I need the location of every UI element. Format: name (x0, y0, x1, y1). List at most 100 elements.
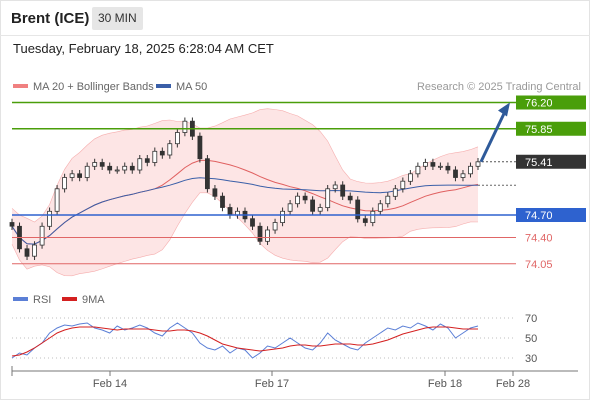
target-level-label: 75.85 (525, 124, 553, 136)
candle-up (152, 150, 158, 163)
forecast-arrow-shaft (479, 110, 507, 163)
candle-up (280, 210, 286, 224)
candle-down (310, 199, 316, 212)
rsi-tick-label: 30 (525, 353, 537, 365)
candle-up (39, 225, 45, 246)
ma20-legend-swatch (13, 84, 28, 88)
candle-up (47, 210, 52, 227)
forecast-arrow-head (498, 102, 510, 117)
candle-down (77, 173, 82, 178)
interval-selector[interactable]: 30 MIN (92, 7, 143, 30)
rsi-ma-legend-label: 9MA (82, 294, 105, 306)
candle-down (107, 165, 113, 171)
candle-up (332, 184, 338, 190)
candle-up (54, 188, 60, 212)
ma20-legend-label: MA 20 + Bollinger Bands (33, 81, 154, 93)
legend-rsi: RSI 9MA (13, 294, 105, 306)
target-level-box (516, 121, 586, 136)
instrument-title: Brent (ICE) (11, 10, 90, 27)
pivot-level-label: 74.70 (525, 210, 553, 222)
candle-down (445, 165, 451, 171)
candle-down (430, 162, 436, 167)
candle-up (475, 161, 481, 167)
time-tick-label: Feb 14 (93, 378, 127, 390)
time-tick-label: Feb 28 (496, 378, 530, 390)
price-plot: 76.20 75.85 75.41 74.70 74.40 74.05 (9, 95, 586, 277)
candle-up (422, 162, 428, 167)
candle-up (92, 162, 98, 167)
candle-up (317, 207, 323, 212)
candle-down (144, 158, 150, 163)
last-price-box (516, 154, 586, 169)
ma50-line (11, 177, 479, 245)
rsi-ma-legend-swatch (62, 297, 77, 301)
candle-up (392, 188, 398, 197)
candle-up (167, 143, 173, 156)
rsi-legend-label: RSI (33, 294, 51, 306)
rsi-tick-label: 70 (525, 313, 537, 325)
bollinger-lower (11, 192, 479, 277)
pivot-level-box (516, 208, 586, 222)
rsi-line (11, 322, 479, 359)
candle-down (340, 184, 346, 197)
candle-down (9, 222, 15, 227)
candle-down (453, 169, 458, 178)
last-price-label: 75.41 (525, 157, 553, 169)
candle-up (69, 173, 75, 178)
target-level-label: 76.20 (525, 98, 553, 110)
candle-up (287, 203, 293, 212)
candle-up (437, 165, 443, 168)
rsi-tick-label: 50 (525, 333, 537, 345)
candle-up (137, 158, 143, 171)
candle-up (400, 180, 406, 190)
candle-up (174, 132, 180, 145)
candle-up (415, 165, 421, 175)
timestamp: Tuesday, February 18, 2025 6:28:04 AM CE… (13, 41, 274, 56)
candle-down (362, 218, 368, 223)
candle-up (272, 222, 278, 231)
candle-up (62, 177, 67, 190)
candle-down (159, 150, 165, 156)
time-tick-label: Feb 17 (255, 378, 289, 390)
chart-header: Brent (ICE) 30 MIN (0, 0, 590, 36)
target-level-box (516, 95, 586, 110)
candle-up (295, 195, 301, 205)
candle-down (347, 195, 353, 201)
candle-down (197, 135, 203, 160)
legend-main: MA 20 + Bollinger Bands MA 50 Research ©… (13, 81, 581, 93)
bollinger-band (12, 108, 478, 276)
candle-down (302, 195, 308, 201)
support-level-label: 74.40 (525, 233, 553, 245)
candle-up (370, 210, 376, 224)
candle-down (250, 218, 255, 227)
rsi-ma-line (11, 326, 478, 357)
ma50-legend-swatch (156, 84, 171, 88)
candle-up (460, 173, 466, 178)
candle-up (84, 165, 90, 178)
time-axis: Feb 14 Feb 17 Feb 18 Feb 28 (11, 366, 578, 390)
candle-up (385, 195, 391, 205)
candle-up (325, 188, 331, 209)
rsi-legend-swatch (13, 297, 28, 301)
candle-down (204, 158, 210, 190)
bollinger-upper (11, 108, 479, 223)
candle-down (129, 165, 135, 171)
credit-text: Research © 2025 Trading Central (417, 81, 581, 93)
candle-down (212, 188, 218, 197)
candle-up (182, 120, 188, 133)
candle-down (220, 195, 225, 208)
rsi-plot: 70 50 30 (11, 313, 537, 365)
support-level-label: 74.05 (525, 259, 553, 271)
candle-down (227, 207, 233, 216)
candle-up (114, 169, 120, 172)
candle-up (122, 165, 128, 171)
candle-down (99, 162, 105, 167)
candle-up (407, 173, 413, 182)
candle-up (377, 203, 383, 212)
candle-up (468, 165, 473, 175)
candle-up (265, 229, 270, 242)
candle-down (355, 199, 361, 220)
header-divider (0, 35, 590, 36)
time-tick-label: Feb 18 (428, 378, 462, 390)
